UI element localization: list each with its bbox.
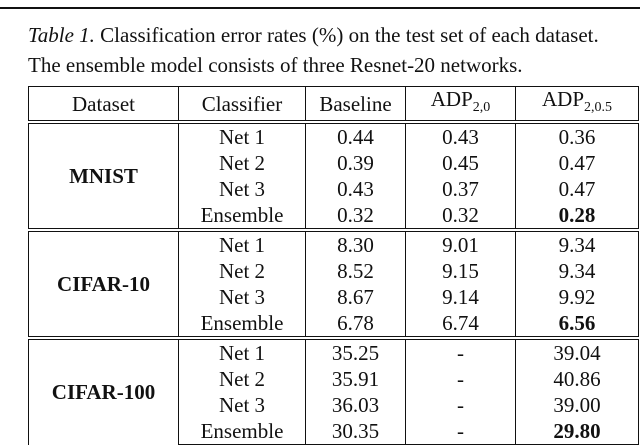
- column-header: ADP2,0: [405, 86, 516, 125]
- dataset-cell: CIFAR-10: [28, 228, 179, 339]
- header-text: Dataset: [72, 91, 135, 116]
- table-cell: 0.44: [305, 122, 406, 151]
- table-cell: Net 3: [178, 392, 306, 419]
- column-header: Classifier: [178, 86, 306, 125]
- table-cell: 0.43: [305, 176, 406, 203]
- table-cell: 0.32: [305, 202, 406, 231]
- table-cell: Net 2: [178, 258, 306, 285]
- table-cell: 0.32: [405, 202, 516, 231]
- table-cell: -: [405, 336, 516, 367]
- table-cell: 35.25: [305, 336, 406, 367]
- table-row: CIFAR-10 Net 1 8.30 9.01 9.34: [28, 228, 639, 339]
- table-body: MNIST Net 1 0.44 0.43 0.36 Net 2 0.39 0.45 0.47 N…: [28, 122, 639, 445]
- table-cell: Ensemble: [178, 418, 306, 445]
- table-cell: 0.36: [515, 122, 639, 151]
- table-cell: 0.47: [515, 150, 639, 177]
- table-cell: 40.86: [515, 366, 639, 393]
- table-cell: 0.37: [405, 176, 516, 203]
- table-cell: 0.45: [405, 150, 516, 177]
- caption-text: Classification error rates (%) on the te…: [100, 23, 599, 47]
- header-text: Baseline: [319, 91, 392, 116]
- caption-line: Table 1. Classification error rates (%) …: [28, 20, 640, 50]
- header-row: Dataset Classifier Baseline ADP2,0 ADP2,0.5: [28, 86, 639, 125]
- table-cell: 0.43: [405, 122, 516, 151]
- table-row: MNIST Net 1 0.44 0.43 0.36: [28, 122, 639, 231]
- column-header: Dataset: [28, 86, 179, 125]
- table-cell: 0.39: [305, 150, 406, 177]
- table-cell: 29.80: [515, 418, 639, 445]
- table-cell: Net 3: [178, 284, 306, 311]
- table-cell: -: [405, 392, 516, 419]
- table-cell: 9.34: [515, 228, 639, 259]
- table-row: Ensemble 6.78 6.74 6.56: [29, 310, 639, 339]
- table-cell: Ensemble: [178, 202, 306, 231]
- table-row: Net 3 8.67 9.14 9.92: [29, 284, 639, 311]
- table-row: Net 2 0.39 0.45 0.47: [29, 150, 639, 177]
- caption: Table 1. Classification error rates (%) …: [28, 20, 640, 80]
- dataset-cell: MNIST: [28, 122, 179, 231]
- header-subscript: 2,0: [472, 100, 491, 116]
- table-row: Net 2 8.52 9.15 9.34: [29, 258, 639, 285]
- table-cell: Net 1: [178, 336, 306, 367]
- results-table: Dataset Classifier Baseline ADP2,0 ADP2,0.5 …: [28, 86, 639, 445]
- table-cell: Ensemble: [178, 310, 306, 339]
- table-cell: Net 2: [178, 366, 306, 393]
- table-row: Net 2 35.91-40.86: [29, 366, 639, 393]
- table-cell: 8.67: [305, 284, 406, 311]
- table-cell: 9.14: [405, 284, 516, 311]
- header-subscript: 2,0.5: [584, 100, 612, 116]
- table-cell: 9.92: [515, 284, 639, 311]
- table-cell: 8.52: [305, 258, 406, 285]
- table-cell: 8.30: [305, 228, 406, 259]
- column-header: ADP2,0.5: [515, 86, 639, 125]
- table-cell: 0.47: [515, 176, 639, 203]
- table-cell: 36.03: [305, 392, 406, 419]
- dataset-cell: CIFAR-100: [28, 336, 179, 445]
- table-cell: 9.01: [405, 228, 516, 259]
- column-header: Baseline: [305, 86, 406, 125]
- header-text: Classifier: [201, 91, 283, 116]
- table-row: Ensemble 0.32 0.32 0.28: [29, 202, 639, 231]
- table-cell: 30.35: [305, 418, 406, 445]
- best-value: 0.28: [558, 203, 596, 228]
- page: Table 1. Classification error rates (%) …: [0, 7, 640, 445]
- table-cell: 6.74: [405, 310, 516, 339]
- table-cell: 9.34: [515, 258, 639, 285]
- header-text: ADP: [541, 87, 584, 111]
- header-text: ADP: [430, 87, 473, 111]
- top-rule: [0, 7, 640, 9]
- table-cell: 35.91: [305, 366, 406, 393]
- table-cell: -: [405, 366, 516, 393]
- table-cell: -: [405, 418, 516, 445]
- table-cell: Net 3: [178, 176, 306, 203]
- best-value: 29.80: [553, 419, 601, 444]
- table-row: Net 3 0.43 0.37 0.47: [29, 176, 639, 203]
- caption-label: Table 1.: [28, 23, 95, 47]
- table-cell: Net 2: [178, 150, 306, 177]
- table-cell: 39.00: [515, 392, 639, 419]
- table-cell: Net 1: [178, 122, 306, 151]
- table-cell: 0.28: [515, 202, 639, 231]
- table-cell: 6.78: [305, 310, 406, 339]
- table-cell: 39.04: [515, 336, 639, 367]
- table-cell: Net 1: [178, 228, 306, 259]
- table-row: Net 3 36.03-39.00: [29, 392, 639, 419]
- caption-line: The ensemble model consists of three Res…: [28, 53, 523, 77]
- table-cell: 6.56: [515, 310, 639, 339]
- best-value: 6.56: [558, 311, 596, 336]
- table-cell: 9.15: [405, 258, 516, 285]
- table-row: CIFAR-100 Net 1 35.25-39.04: [28, 336, 639, 445]
